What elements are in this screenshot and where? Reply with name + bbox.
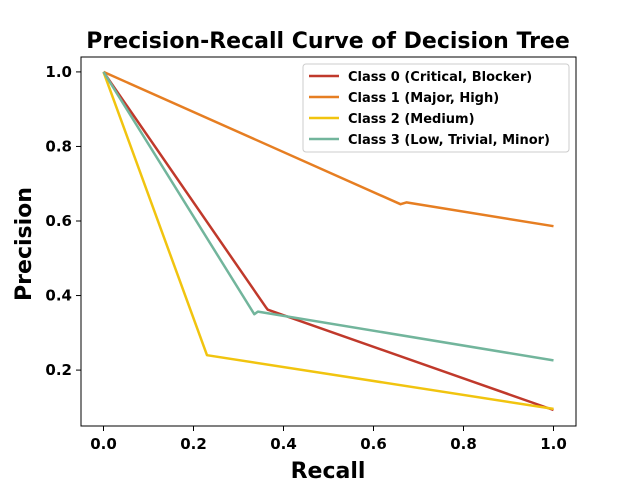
chart-title: Precision-Recall Curve of Decision Tree (86, 29, 570, 54)
x-tick-label: 0.8 (450, 435, 477, 453)
y-tick-label: 1.0 (45, 63, 72, 81)
y-tick-label: 0.8 (45, 137, 72, 155)
legend-label-3: Class 3 (Low, Trivial, Minor) (348, 133, 550, 148)
series-line-3 (102, 71, 554, 362)
legend-box (302, 63, 570, 153)
legend-label-1: Class 1 (Major, High) (348, 91, 499, 106)
x-tick-label: 0.2 (180, 435, 207, 453)
x-axis-ticks: 0.0 0.2 0.4 0.6 0.8 1.0 (90, 426, 567, 453)
x-tick-label: 0.0 (90, 435, 117, 453)
y-axis-label: Precision (12, 187, 37, 301)
plot-frame (80, 56, 577, 427)
series-line-2 (102, 71, 554, 411)
x-axis-label: Recall (291, 459, 366, 480)
y-tick-label: 0.2 (45, 361, 72, 379)
x-tick-label: 0.4 (270, 435, 297, 453)
series-line-0 (102, 71, 554, 412)
y-tick-label: 0.4 (45, 287, 72, 305)
plot-lines (102, 70, 554, 412)
x-tick-label: 1.0 (540, 435, 567, 453)
y-tick-label: 0.6 (45, 212, 72, 230)
legend-label-2: Class 2 (Medium) (348, 112, 475, 127)
series-line-1 (102, 70, 554, 228)
legend-label-0: Class 0 (Critical, Blocker) (348, 70, 532, 85)
legend: Class 0 (Critical, Blocker) Class 1 (Majo… (302, 63, 570, 153)
y-axis-ticks: 0.2 0.4 0.6 0.8 1.0 (45, 63, 81, 379)
x-tick-label: 0.6 (360, 435, 387, 453)
